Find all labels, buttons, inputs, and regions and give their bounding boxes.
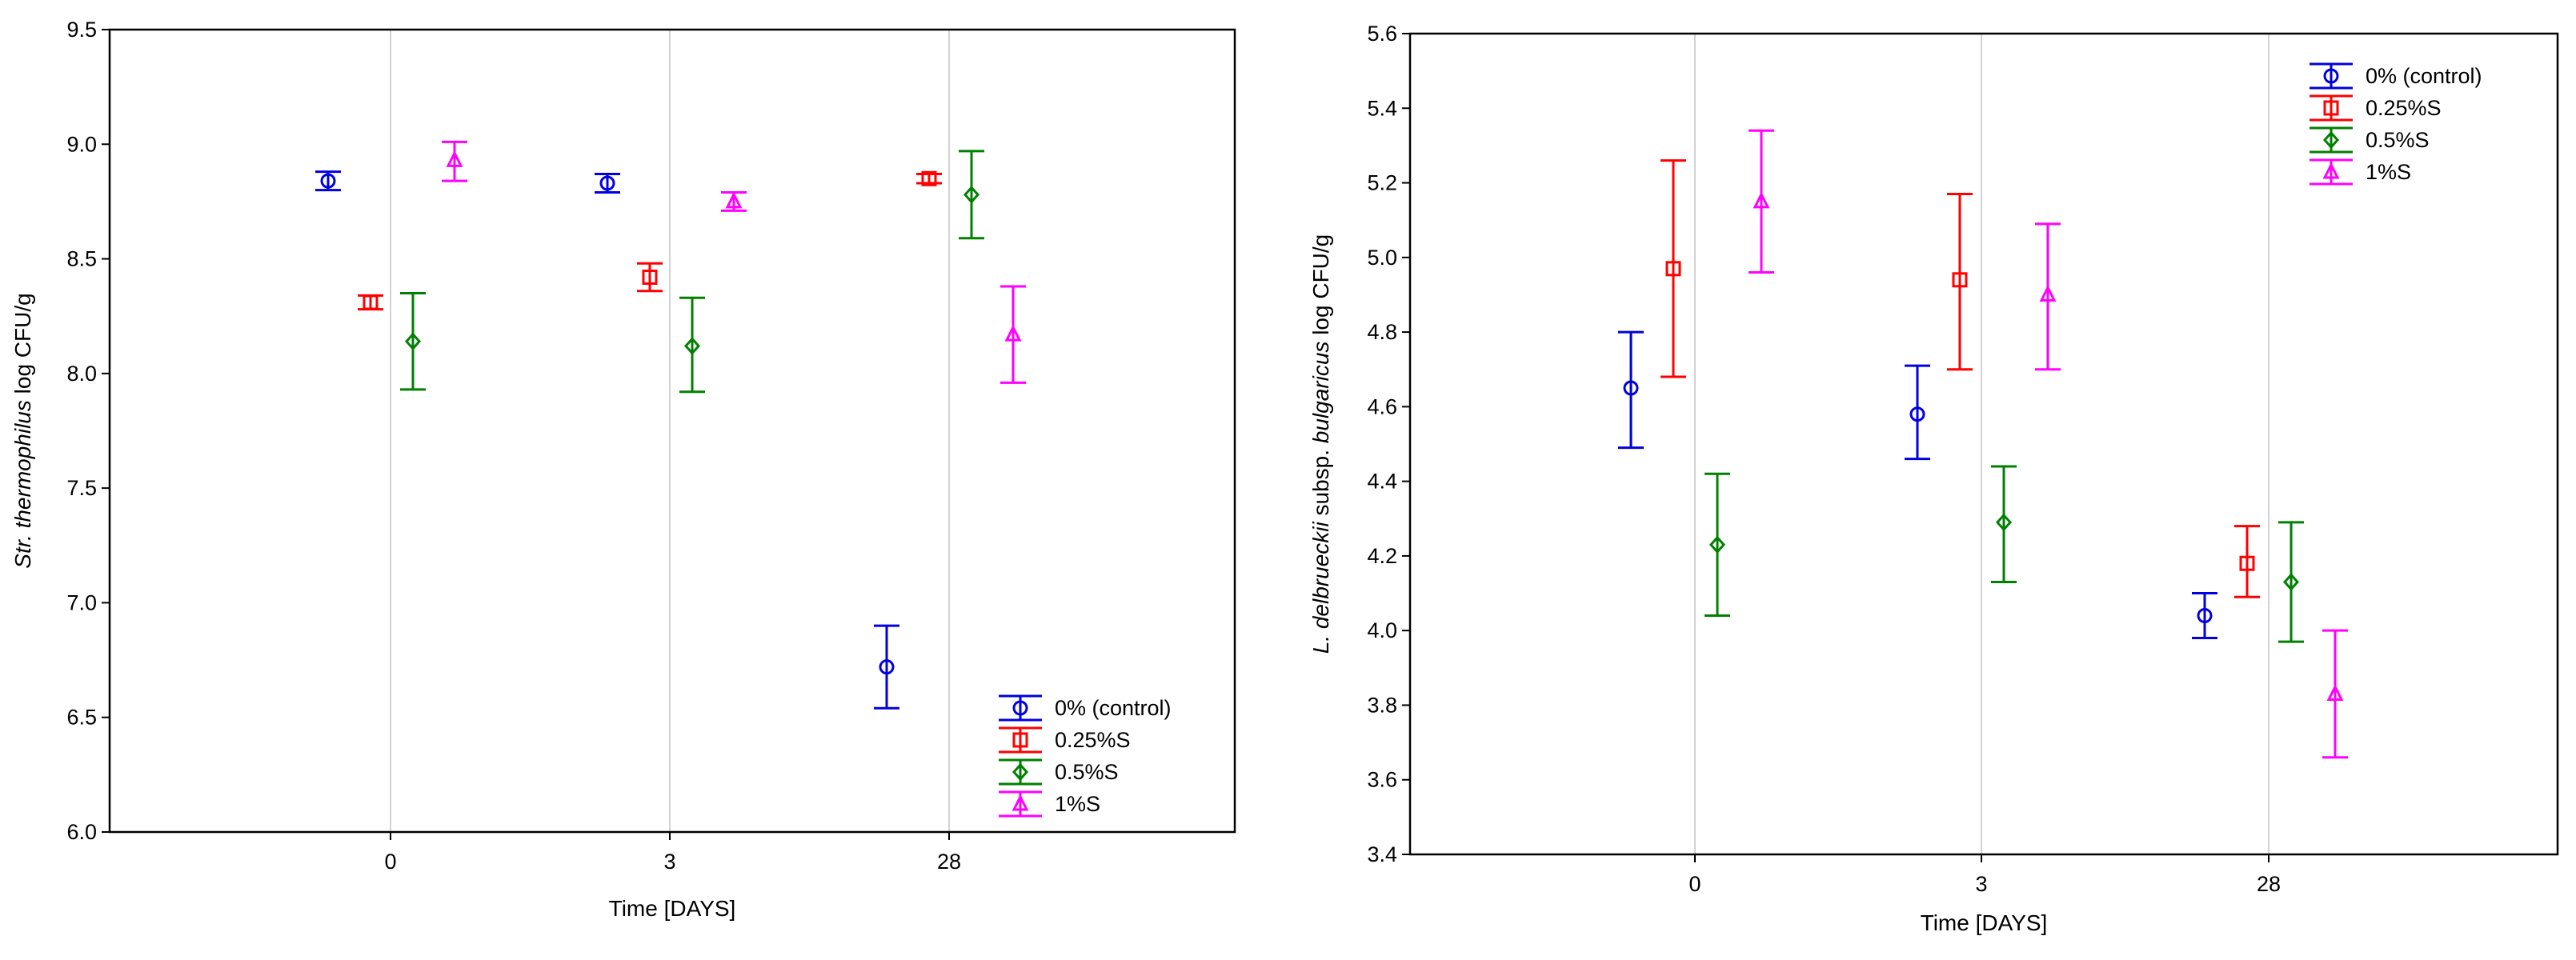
y-axis-title-part: Str. thermophilus	[10, 400, 35, 569]
x-tick-label: 3	[663, 850, 675, 874]
data-point	[1995, 513, 2013, 532]
y-tick-label: 4.4	[1367, 470, 1397, 494]
legend-marker	[1012, 732, 1028, 748]
data-point	[2039, 285, 2057, 302]
chart-str-thermophilus: 6.0 6.5 7.0 7.5 8.0 8.5 9.0 9.5 0 3 28 Time [DAYS] S…	[10, 18, 1236, 921]
data-point	[363, 294, 379, 310]
y-tick-label: 8.5	[66, 247, 97, 271]
x-tick-label: 0	[384, 850, 396, 874]
y-tick-label: 4.2	[1367, 544, 1397, 568]
x-tick-label: 28	[937, 850, 961, 874]
data-point	[921, 170, 937, 186]
y-axis-title-part: L. delbrueckii	[1308, 522, 1333, 654]
y-tick-label: 5.6	[1367, 22, 1397, 46]
series-4	[1749, 129, 2348, 759]
y-tick-label: 3.4	[1367, 842, 1397, 866]
data-point	[2239, 555, 2255, 571]
data-point	[1665, 261, 1681, 277]
y-tick-label: 5.0	[1367, 246, 1397, 270]
data-point	[1623, 380, 1639, 396]
y-tick-label: 5.4	[1367, 96, 1397, 120]
series-1	[1618, 330, 2217, 640]
data-point	[642, 269, 658, 285]
plot-frame	[1408, 32, 2559, 856]
y-axis-title-part: subsp.	[1308, 443, 1333, 522]
data-point	[1709, 535, 1726, 554]
data-point	[1753, 191, 1770, 209]
data-point	[599, 175, 615, 191]
y-tick-label: 4.0	[1367, 618, 1397, 642]
legend-marker	[1012, 762, 1029, 782]
y-tick-label: 4.6	[1367, 394, 1397, 418]
y-axis-title-part: bulgaricus	[1308, 342, 1333, 444]
y-tick-label: 9.5	[66, 18, 97, 42]
y-tick-label: 8.0	[66, 362, 97, 386]
legend-label: 0.5%S	[1055, 760, 1119, 784]
y-tick-label: 3.6	[1367, 768, 1397, 792]
y-tick-label: 6.0	[66, 820, 97, 844]
y-tick-label: 6.5	[66, 706, 97, 730]
y-axis-title-part: log CFU/g	[10, 293, 35, 400]
chart-l-delbrueckii-bulgaricus: 3.4 3.6 3.8 4.0 4.2 4.4 4.6 4.8 5.0 5.2 5.4 5.6 0 3 28…	[1308, 22, 2559, 935]
series-2	[358, 170, 942, 311]
data-point	[2282, 573, 2300, 591]
y-tick-label: 5.2	[1367, 171, 1397, 195]
series-1	[315, 170, 899, 710]
y-tick-label: 4.8	[1367, 320, 1397, 344]
legend: 0% (control) 0.25%S 0.5%S 1%S	[999, 694, 1172, 818]
legend-marker	[2323, 68, 2339, 84]
y-tick-label: 7.0	[66, 590, 97, 614]
legend-label: 1%S	[1055, 792, 1100, 816]
legend-label: 0% (control)	[2366, 64, 2482, 88]
legend-label: 0% (control)	[1055, 696, 1172, 720]
series-2	[1661, 159, 2260, 598]
legend-marker	[2322, 130, 2340, 150]
y-tick-label: 9.0	[66, 132, 97, 156]
series-3	[1705, 465, 2304, 643]
legend: 0% (control) 0.25%S 0.5%S 1%S	[2310, 62, 2482, 186]
y-axis-title: L. delbrueckii subsp. bulgaricus log CFU…	[1308, 234, 1333, 654]
y-tick-label: 7.5	[66, 476, 97, 500]
y-axis-title: Str. thermophilus log CFU/g	[10, 293, 35, 568]
data-point	[1004, 324, 1022, 342]
data-point	[320, 173, 336, 189]
legend-label: 0.25%S	[1055, 728, 1131, 752]
y-tick-label: 3.8	[1367, 693, 1397, 717]
legend-label: 1%S	[2366, 160, 2411, 184]
legend-marker	[2323, 100, 2339, 116]
data-point	[2197, 608, 2213, 624]
y-axis-title-part: log CFU/g	[1308, 234, 1333, 342]
data-point	[1952, 272, 1968, 288]
x-axis-title: Time [DAYS]	[1921, 910, 2048, 935]
plot-frame	[108, 28, 1236, 834]
series-4	[442, 140, 1026, 384]
legend-marker	[1012, 700, 1028, 716]
data-point	[446, 150, 463, 167]
x-tick-label: 0	[1689, 872, 1701, 896]
legend-label: 0.5%S	[2366, 128, 2430, 152]
data-point	[725, 191, 743, 209]
legend-marker	[1012, 794, 1029, 811]
series-3	[400, 150, 984, 394]
legend-marker	[2322, 162, 2340, 179]
legend-label: 0.25%S	[2366, 96, 2442, 120]
x-tick-label: 28	[2257, 872, 2281, 896]
x-axis-title: Time [DAYS]	[609, 896, 736, 921]
data-point	[404, 332, 422, 350]
data-point	[963, 186, 980, 204]
data-point	[1909, 406, 1925, 422]
data-point	[2326, 684, 2344, 701]
data-point	[683, 337, 701, 355]
data-point	[879, 659, 895, 675]
x-tick-label: 3	[1975, 872, 1987, 896]
